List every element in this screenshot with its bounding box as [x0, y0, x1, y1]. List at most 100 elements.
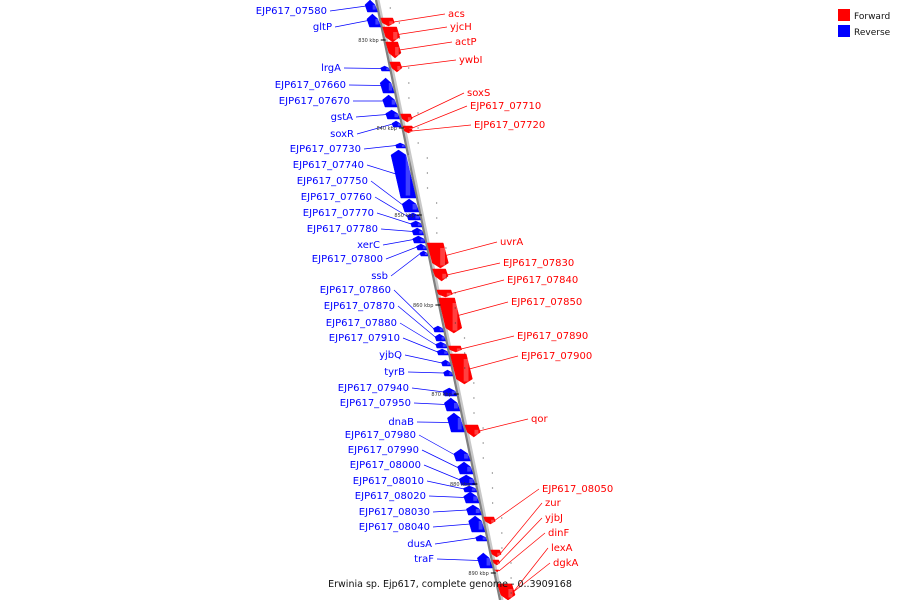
reverse-label-connector — [428, 495, 465, 498]
scale-tick-label: 890 kbp — [468, 571, 488, 577]
reverse-gene-highlight — [372, 4, 376, 10]
reverse-label-connector — [380, 228, 413, 232]
reverse-label-connector — [421, 449, 459, 469]
reverse-label-connector — [407, 371, 445, 374]
reverse-gene-arrow — [416, 243, 428, 251]
reverse-label-connector — [404, 354, 443, 364]
reverse-label-connector — [426, 480, 465, 490]
reverse-gene-highlight — [482, 537, 486, 540]
legend-forward-swatch — [838, 9, 850, 21]
reverse-label-connector — [376, 212, 412, 225]
reverse-gene-highlight — [388, 83, 393, 91]
reverse-gene-highlight — [419, 230, 423, 234]
forward-gene-arrow — [497, 583, 516, 600]
forward-label-connector — [393, 13, 446, 23]
forward-gene-highlight — [491, 519, 495, 523]
forward-gene-arrow — [490, 549, 502, 558]
forward-label-connector — [400, 59, 457, 68]
forward-label-connector — [498, 532, 546, 572]
reverse-label-connector — [348, 84, 382, 86]
reverse-gene-label: EJP617_07940 — [338, 383, 409, 394]
forward-gene-label: EJP617_07850 — [511, 297, 582, 308]
reverse-gene-arrow — [391, 120, 402, 128]
reverse-gene-arrow — [447, 412, 465, 433]
reverse-label-connector — [434, 537, 477, 545]
reverse-gene-highlight — [444, 351, 448, 354]
reverse-gene-highlight — [415, 215, 420, 219]
reverse-gene-label: EJP617_08000 — [350, 460, 421, 471]
reverse-gene-arrow — [475, 534, 488, 542]
reverse-gene-arrow — [410, 220, 423, 228]
forward-label-connector — [500, 502, 543, 554]
reverse-label-connector — [413, 402, 446, 405]
forward-gene-highlight — [393, 32, 398, 40]
forward-gene-highlight — [452, 303, 458, 331]
reverse-gene-arrow — [406, 212, 421, 221]
reverse-gene-label: EJP617_07910 — [329, 333, 400, 344]
reverse-gene-label: EJP617_07750 — [297, 176, 368, 187]
reverse-gene-highlight — [439, 328, 443, 331]
reverse-gene-highlight — [417, 223, 421, 226]
reverse-label-connector — [366, 164, 397, 175]
reverse-gene-label: EJP617_07980 — [345, 430, 416, 441]
reverse-label-connector — [423, 464, 461, 481]
reverse-gene-label: EJP617_08010 — [353, 476, 424, 487]
reverse-gene-highlight — [486, 558, 491, 566]
reverse-label-connector — [390, 253, 421, 277]
reverse-gene-highlight — [422, 246, 426, 249]
reverse-gene-label: EJP617_07860 — [320, 285, 391, 296]
forward-label-connector — [479, 418, 529, 432]
forward-gene-arrow — [438, 297, 463, 334]
reverse-gene-arrow — [434, 333, 446, 342]
forward-gene-arrow — [464, 424, 481, 438]
reverse-gene-label: EJP617_07950 — [340, 398, 411, 409]
reverse-gene-label: EJP617_08040 — [359, 522, 430, 533]
reverse-gene-arrow — [412, 235, 426, 244]
reverse-label-connector — [397, 305, 437, 338]
reverse-gene-highlight — [473, 496, 478, 501]
forward-label-connector — [513, 547, 549, 593]
reverse-gene-highlight — [391, 99, 396, 105]
legend: Forward Reverse — [838, 9, 891, 38]
forward-gene-arrow — [426, 242, 449, 269]
legend-reverse-label: Reverse — [854, 28, 891, 38]
forward-gene-arrow — [380, 17, 395, 27]
reverse-gene-label: EJP617_08020 — [355, 491, 426, 502]
reverse-label-connector — [329, 5, 367, 12]
reverse-gene-highlight — [442, 344, 446, 347]
reverse-gene-arrow — [436, 348, 449, 356]
scale-tick-label: 860 kbp — [413, 303, 433, 309]
forward-gene-arrow — [432, 268, 449, 282]
scale-tick-label: 850 kbp — [394, 213, 414, 219]
reverse-gene-arrow — [463, 491, 480, 504]
reverse-gene-label: EJP617_07880 — [326, 318, 397, 329]
forward-gene-label: EJP617_07710 — [470, 101, 541, 112]
forward-gene-label: acs — [448, 9, 465, 20]
legend-reverse-swatch — [838, 25, 850, 37]
forward-label-connector — [446, 262, 501, 276]
reverse-gene-label: lrgA — [321, 63, 341, 74]
reverse-gene-arrow — [380, 65, 391, 72]
backbone-line — [374, 0, 502, 600]
forward-label-connector — [412, 105, 468, 129]
reverse-gene-arrow — [433, 325, 444, 333]
forward-gene-arrow — [436, 289, 453, 298]
reverse-gene-label: EJP617_07730 — [290, 144, 361, 155]
scale-tick-label: 830 kbp — [358, 38, 378, 44]
forward-label-connector — [499, 517, 543, 563]
forward-label-connector — [411, 92, 465, 119]
forward-label-connector — [451, 279, 505, 294]
reverse-gene-label: ssb — [371, 271, 388, 282]
reverse-gene-highlight — [469, 479, 474, 483]
reverse-gene-label: dusA — [407, 539, 432, 550]
reverse-label-connector — [374, 196, 408, 217]
reverse-label-connector — [385, 246, 418, 260]
scale-tick-label: 870 kbp — [431, 392, 451, 398]
forward-gene-arrow — [483, 516, 496, 525]
reverse-gene-arrow — [411, 227, 424, 236]
reverse-gene-label: yjbQ — [379, 350, 402, 361]
forward-label-connector — [445, 241, 498, 256]
reverse-gene-arrow — [453, 448, 471, 462]
forward-gene-highlight — [442, 273, 447, 279]
forward-label-connector — [494, 488, 540, 521]
